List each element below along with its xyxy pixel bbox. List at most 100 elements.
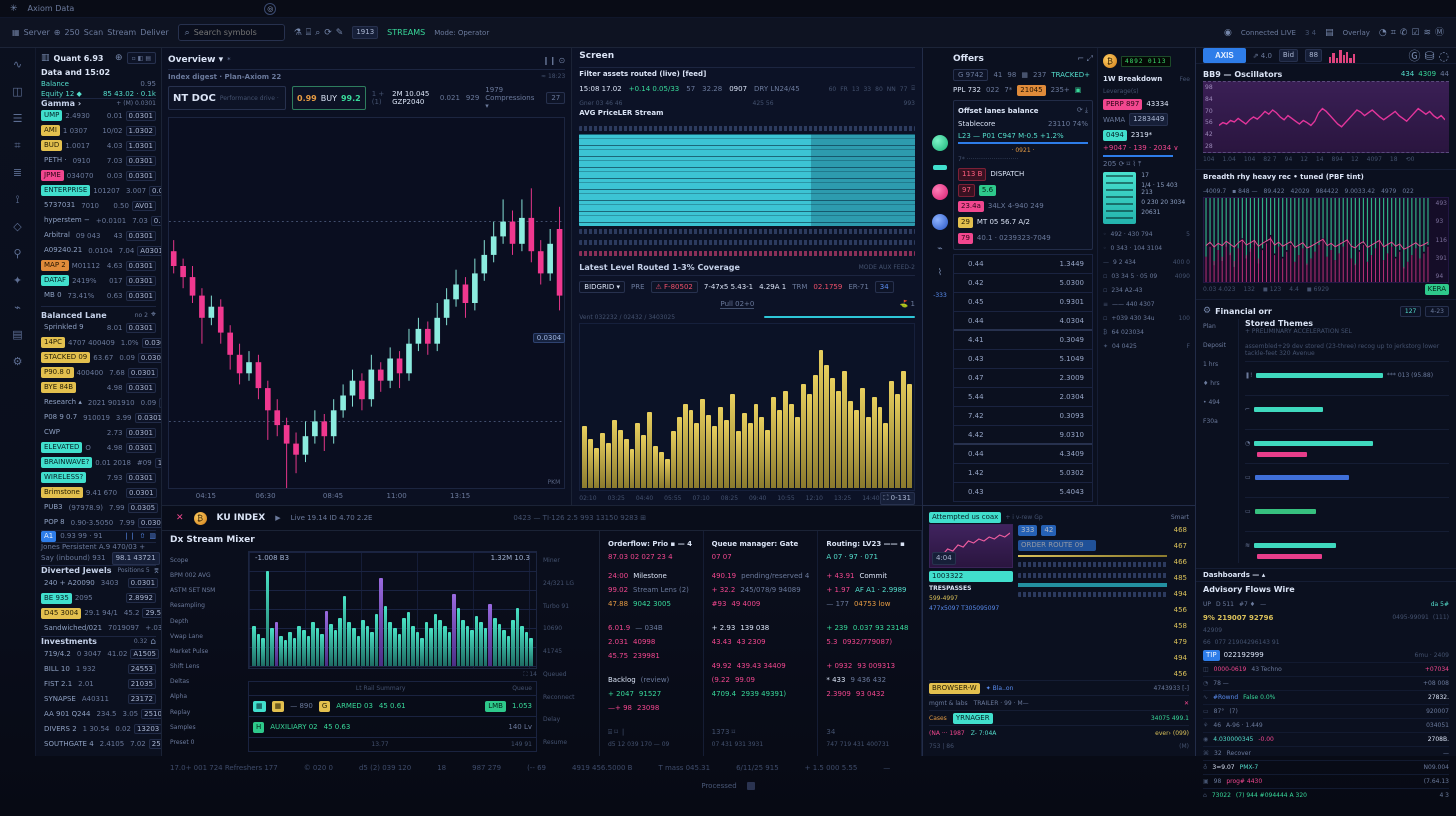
perp-chip[interactable]: PERP 897 — [1103, 98, 1143, 110]
oscillator-chart[interactable]: 98 84 70 56 42 28 — [1203, 81, 1449, 153]
toolbar-item[interactable]: Scan — [83, 28, 104, 37]
feed-rail-item[interactable]: F30a — [1203, 418, 1218, 425]
stat-token-small[interactable]: NN — [886, 85, 896, 93]
search-input[interactable] — [193, 28, 278, 37]
toolbar-item[interactable]: ▦ — [12, 28, 20, 37]
dx-label[interactable]: Queued — [543, 670, 567, 678]
dx-label[interactable]: Delay — [543, 716, 561, 724]
levels-toolbar-item[interactable]: 02.1759 — [813, 282, 843, 291]
tip-chip[interactable]: TIP — [1203, 649, 1220, 661]
flow-corner[interactable]: ⛶ 14 — [523, 671, 537, 678]
feed-row[interactable]: ▭ — [1245, 497, 1449, 531]
notifications-badge-icon[interactable]: ◎ — [264, 2, 277, 15]
x-tick[interactable]: 104 — [1203, 156, 1215, 163]
order-row[interactable]: 6.01.9 — 034B — [608, 621, 695, 635]
rail-glyph-wave[interactable]: ⌇ — [937, 268, 943, 278]
breadth-toolbar-item[interactable]: 89.422 — [1263, 187, 1285, 195]
flows-row[interactable]: ♁ 3=9.07 PMX-7 N09.004 — [1203, 760, 1449, 774]
bid-value-chip[interactable]: 88 — [1305, 49, 1323, 62]
order-row[interactable]: 43.43 43 2309 — [712, 635, 810, 649]
watchlist-row[interactable]: DIVERS 2 1 30.54 0.02 13203 — [41, 722, 161, 737]
rail-icon[interactable]: ◫ — [12, 85, 23, 98]
route-chip[interactable]: Attempted us coax — [929, 511, 1002, 523]
offers-chip[interactable]: 022 — [985, 86, 1000, 94]
watchlist-row[interactable]: SOUTHGATE 4 2.4105 7.02 25003 — [41, 737, 161, 752]
offers-chip[interactable]: 21045 — [1017, 84, 1046, 96]
dx-label[interactable]: Turbo 91 — [543, 602, 570, 610]
stat-token-small[interactable]: 13 — [851, 85, 860, 93]
toolbar-item[interactable]: ⊕ — [53, 28, 61, 37]
feed-row[interactable]: ▭ — [1245, 463, 1449, 497]
breakdown-row[interactable]: ◽ +039 430 34u 100 — [1103, 313, 1190, 323]
timeframe-extra[interactable]: 27 — [546, 92, 566, 104]
price-row[interactable]: 0.42 5.0300 — [954, 274, 1092, 293]
route-row[interactable]: (NA ··· 1987 Z- 7:04A ever› (099) — [929, 725, 1189, 740]
dx-label[interactable]: Miner — [543, 557, 560, 564]
watchlist-row[interactable]: AA 901 Q244 234.5 3.05 25103 — [41, 707, 161, 722]
watchlist-row[interactable]: BRAINWAVE? 0.01 2018 #09 10.003 — [41, 455, 161, 470]
badge-row[interactable]: 97 5.6 — [958, 182, 1088, 198]
flows-row[interactable]: ▣ 98 prog# 4430 (7.64.13 — [1203, 774, 1449, 788]
order-row[interactable]: 2.3909 93 0432 — [826, 687, 913, 701]
feed-chip-a[interactable]: 127 — [1399, 305, 1422, 317]
compare-menu[interactable]: 1979 Compressions ▾ — [485, 86, 535, 110]
watchlist-row[interactable]: JPME 034070 0.03 0.0301 — [41, 168, 156, 183]
offers-chip[interactable]: PPL 732 — [953, 86, 981, 94]
offers-chip[interactable]: G 9742 — [953, 69, 989, 81]
badge-row[interactable]: 23.4a 34LX 4-940 249 — [958, 198, 1088, 214]
toolbar-item[interactable]: 250 — [64, 28, 80, 37]
screener-title[interactable]: Screen — [579, 51, 615, 61]
price-row[interactable]: 0.43 5.1049 — [954, 350, 1092, 369]
toolbar-right-icon[interactable]: ≋ — [1423, 27, 1431, 38]
feed-rail-item[interactable]: Deposit — [1203, 342, 1226, 349]
watch-section[interactable]: Diverted Jewels — [41, 566, 112, 576]
levels-toolbar-item[interactable]: PRE — [631, 282, 645, 291]
toolbar-right-icon[interactable]: ☑ — [1411, 27, 1420, 38]
dx-label[interactable]: Replay — [170, 708, 191, 716]
watchlist-row[interactable]: ENTERPRISE 101207 3.007 0.0301 — [41, 183, 161, 198]
rail-icon[interactable]: ☰ — [12, 112, 23, 125]
x-tick[interactable]: 4097 — [1366, 156, 1382, 163]
toolbar-icon[interactable]: ⌸ — [305, 27, 312, 38]
price-row[interactable]: 0.43 5.4043 — [954, 483, 1092, 502]
watchlist-row[interactable]: MB 0 73.41% 0.63 0.0301 — [41, 288, 156, 303]
axis-button[interactable]: AXIS — [1203, 48, 1246, 63]
ladder-price[interactable]: 467 — [1173, 542, 1187, 550]
flows-chip[interactable]: — — [1260, 601, 1267, 608]
offers-chip[interactable]: 41 — [993, 71, 1003, 79]
status-square-icon[interactable] — [746, 782, 755, 790]
breadth-toolbar-item[interactable]: 022 — [1402, 187, 1414, 195]
watchlist-mini-icon[interactable]: ◧ — [137, 54, 144, 62]
order-row[interactable]: 4709.4 2939 49391) — [712, 687, 810, 701]
order-row[interactable]: + 2.93 139 038 — [712, 621, 810, 635]
dx-label[interactable]: Depth — [170, 617, 189, 625]
price-row[interactable]: 5.44 2.0304 — [954, 388, 1092, 407]
watchlist-row[interactable]: POP 8 0.90-3.5050 7.99 0.0301 — [41, 515, 161, 530]
stat-token-small[interactable]: 60 — [828, 85, 837, 93]
gear-icon[interactable]: ⚙ — [1203, 306, 1212, 316]
badge-row[interactable]: 29 MT 05 56.7 A/2 — [958, 214, 1088, 230]
order-row[interactable]: 2.031 40998 — [608, 635, 695, 649]
candlestick-chart[interactable]: 0.0304 PKM — [168, 117, 566, 489]
pull-tab[interactable]: Pull 02+0 — [720, 299, 755, 309]
rail-icon[interactable]: ▤ — [12, 328, 23, 341]
stat-token-small[interactable]: ⌸ — [911, 85, 915, 92]
breadth-toolbar-item[interactable]: ▪ 848 — — [1232, 187, 1258, 195]
toolbar-icon[interactable]: ⚗ — [293, 27, 302, 38]
price-row[interactable]: 0.47 2.3009 — [954, 369, 1092, 388]
price-row[interactable]: 0.44 1.3449 — [954, 255, 1092, 274]
stat-token-small[interactable]: 33 — [863, 85, 872, 93]
badge-row[interactable]: 113 B DISPATCH — [958, 166, 1088, 182]
order-row[interactable]: 5.3 0932/779087) — [826, 635, 913, 649]
offers-chip[interactable]: ▣ — [1074, 86, 1082, 94]
symbol-selector[interactable]: NT DOC Performance drive · — [168, 86, 286, 110]
toolbar-right-icon[interactable]: ◔ — [1378, 27, 1387, 38]
watchlist-row[interactable]: UMP 2.4930 0.01 0.0301 — [41, 108, 156, 123]
stat-token-small[interactable]: 77 — [899, 85, 908, 93]
watchlist-row[interactable]: Sprinkled 9 8.01 0.0301 — [41, 320, 156, 335]
x-axis-chip[interactable]: ⛶ 0-131 — [879, 491, 915, 505]
x-tick[interactable]: 18 — [1389, 156, 1398, 163]
breakdown-row[interactable]: — 9 2 434 400 0 — [1103, 257, 1190, 267]
watchlist-row[interactable]: BYE 84B 4.98 0.0301 — [41, 380, 156, 395]
watchlist-row[interactable]: BE 935 2095 2.8992 — [41, 591, 156, 606]
